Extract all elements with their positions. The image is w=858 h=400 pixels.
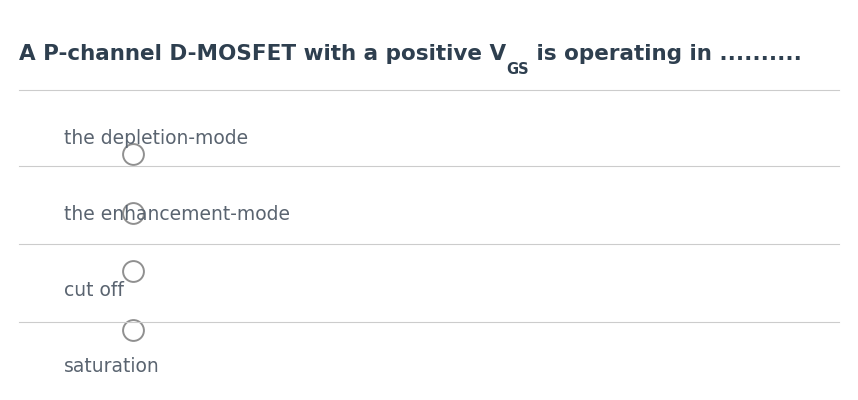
- Text: cut off: cut off: [64, 280, 124, 300]
- Text: the enhancement-mode: the enhancement-mode: [64, 204, 290, 224]
- Text: is operating in ..........: is operating in ..........: [529, 44, 801, 64]
- Text: A P-channel D-MOSFET with a positive V: A P-channel D-MOSFET with a positive V: [19, 44, 506, 64]
- Text: GS: GS: [506, 62, 529, 77]
- Text: saturation: saturation: [64, 356, 160, 376]
- Text: the depletion-mode: the depletion-mode: [64, 128, 249, 148]
